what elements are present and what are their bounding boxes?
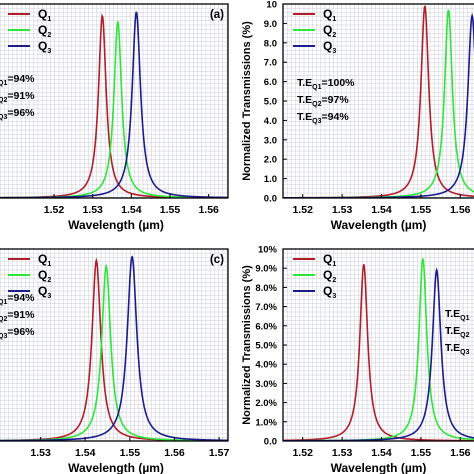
y-tick-label: 8.0 [264, 38, 277, 49]
efficiency-annotation: T.EQ1 [445, 308, 470, 322]
legend-label-q1: Q1 [38, 252, 51, 268]
y-tick-label: 3.0% [255, 379, 277, 390]
y-tick-label: 3.0 [264, 135, 277, 146]
x-axis-label: Wavelength (µm) [331, 218, 427, 232]
grid-c [0, 249, 228, 441]
efficiency-annotation: Q1=94% [0, 292, 35, 306]
x-tick-label: 1.52 [292, 204, 313, 216]
x-tick-label: 1.54 [371, 204, 392, 216]
efficiency-annotation: T.EQ3=94% [297, 111, 349, 125]
panel-c: 1.53 1.54 1.55 1.56 1.57 Wavelength (µm) (c) Q1… [0, 248, 230, 474]
x-tick-label: 1.55 [411, 447, 432, 459]
x-tick-label: 1.54 [371, 447, 392, 459]
efficiency-annotation: Q2=91% [0, 90, 35, 104]
efficiency-annotation: Q2=91% [0, 309, 35, 323]
annotations-b: T.EQ1=100% T.EQ2=97% T.EQ3=94% [297, 77, 355, 125]
panel-a: 1.52 1.53 1.54 1.55 1.56 Wavelength (µm) (a) Q1… [0, 3, 229, 232]
y-tick-label: 0.0 [264, 194, 277, 205]
y-tick-label: 4.0% [255, 360, 277, 371]
x-tick-label: 1.54 [75, 447, 96, 459]
y-tick-label: 2.0 [264, 155, 277, 166]
x-tick-label: 1.56 [450, 204, 471, 216]
y-tick-label: 8.0% [255, 283, 277, 294]
efficiency-annotation: T.EQ2 [445, 325, 470, 339]
y-axis-label: Normalized Transmissions (%) [241, 265, 253, 425]
x-tick-label: 1.55 [411, 204, 432, 216]
x-tick-label: 1.53 [332, 447, 353, 459]
y-tick-label: 7.0 [264, 58, 277, 69]
legend-label-q2: Q2 [38, 23, 51, 39]
legend-label-q2: Q2 [323, 268, 336, 284]
x-tick-label: 1.53 [82, 204, 103, 216]
y-tick-label: 1.0% [255, 417, 277, 428]
y-tick-label: 1.0 [264, 174, 277, 185]
plot-frame-a [0, 3, 229, 199]
y-tick-label: 9.0% [255, 264, 277, 275]
efficiency-annotation: Q3=96% [0, 326, 35, 340]
legend-label-q3: Q3 [323, 39, 336, 55]
x-tick-label: 1.56 [450, 447, 471, 459]
legend-label-q2: Q2 [323, 23, 336, 39]
x-tick-label: 1.57 [209, 447, 230, 459]
y-tick-label: 0.0 [264, 437, 277, 448]
y-axis-label: Normalized Transmissions (%) [241, 21, 253, 181]
panel-label: (c) [210, 254, 224, 266]
legend-label-q1: Q1 [38, 7, 51, 23]
x-axis-label: Wavelength (µm) [331, 461, 427, 474]
efficiency-annotation: Q1=94% [0, 73, 35, 87]
legend-label-q3: Q3 [323, 284, 336, 300]
efficiency-annotation: T.EQ1=100% [297, 77, 355, 91]
y-tick-label: 7.0% [255, 302, 277, 313]
x-tick-label: 1.53 [332, 204, 353, 216]
annotations-c: Q1=94% Q2=91% Q3=96% [0, 292, 35, 340]
panel-label: (a) [210, 9, 224, 21]
legend-label-q1: Q1 [323, 7, 336, 23]
y-tick-label: 4.0 [264, 116, 277, 127]
legend-label-q1: Q1 [323, 252, 336, 268]
y-tick-label: 6.0 [264, 77, 277, 88]
plot-area-d [283, 249, 474, 441]
efficiency-annotation: T.EQ3 [445, 342, 470, 356]
x-tick-label: 1.54 [121, 204, 142, 216]
x-tick-label: 1.56 [198, 204, 219, 216]
y-tick-label: 6.0% [255, 321, 277, 332]
x-tick-label: 1.52 [44, 204, 65, 216]
panel-d: 1.52 1.53 1.54 1.55 1.56 Wavelength (µm) 0.0 1.… [241, 245, 474, 474]
legend-label-q3: Q3 [38, 284, 51, 300]
y-tick-label: 5.0 [264, 97, 277, 108]
efficiency-annotation: Q3=96% [0, 107, 35, 121]
plot-area-b [283, 4, 474, 198]
x-tick-label: 1.56 [164, 447, 185, 459]
x-tick-label: 1.55 [120, 447, 141, 459]
legend-label-q2: Q2 [38, 268, 51, 284]
efficiency-annotation: T.EQ2=97% [297, 94, 349, 108]
x-tick-label: 1.55 [160, 204, 181, 216]
x-tick-label: 1.53 [30, 447, 51, 459]
plot-area-c [0, 249, 228, 441]
annotations-d: T.EQ1 T.EQ2 T.EQ3 [445, 308, 470, 356]
plot-frame-c [0, 248, 229, 442]
y-tick-label: 10 [266, 0, 277, 11]
y-tick-label: 5.0% [255, 341, 277, 352]
x-axis-label: Wavelength (µm) [68, 218, 164, 232]
x-tick-label: 1.52 [292, 447, 313, 459]
x-axis-label: Wavelength (µm) [68, 461, 164, 474]
legend-label-q3: Q3 [38, 39, 51, 55]
y-tick-label: 10% [258, 245, 278, 256]
y-tick-label: 9.0 [264, 19, 277, 30]
annotations-a: Q1=94% Q2=91% Q3=96% [0, 73, 35, 121]
y-tick-label: 2.0% [255, 398, 277, 409]
panel-b: 1.52 1.53 1.54 1.55 1.56 Wavelength (µm) 0.0 1.… [241, 0, 474, 232]
